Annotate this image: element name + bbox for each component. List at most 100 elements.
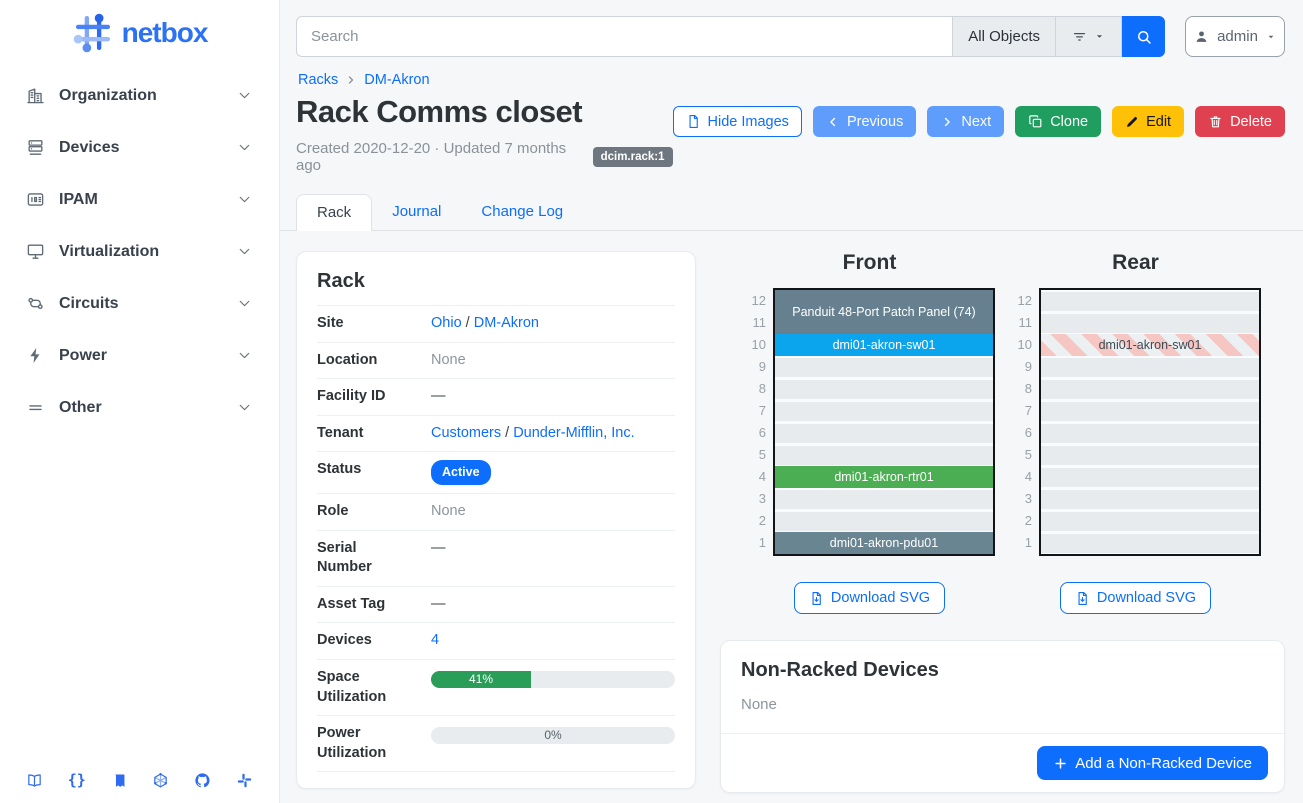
- docs-book-link[interactable]: [26, 772, 43, 789]
- next-button[interactable]: Next: [927, 106, 1005, 137]
- rack-empty-slot-target[interactable]: [1041, 401, 1259, 421]
- attr-row-power-utilization: Power Utilization 0%: [317, 715, 675, 773]
- attr-row-status: Status Active: [317, 451, 675, 493]
- sidebar-item-devices[interactable]: Devices: [22, 130, 257, 165]
- action-buttons: Hide Images Previous Next Clone Edit Del…: [672, 106, 1285, 137]
- attr-row-devices: Devices 4: [317, 622, 675, 659]
- rack-empty-slot-target[interactable]: [1041, 423, 1259, 443]
- rack-empty-slot-target[interactable]: [775, 423, 993, 443]
- search-submit-button[interactable]: [1122, 16, 1165, 57]
- site-region-link[interactable]: Ohio: [431, 315, 462, 331]
- slack-link[interactable]: [236, 772, 253, 789]
- sidebar-item-label: Devices: [59, 138, 120, 156]
- rack-empty-slot: [1041, 510, 1259, 532]
- rack-empty-slot-target[interactable]: [1041, 291, 1259, 311]
- unit-number: 9: [758, 359, 766, 374]
- sidebar-item-organization[interactable]: Organization: [22, 78, 257, 113]
- rack-empty-slot-target[interactable]: [1041, 511, 1259, 531]
- graphql-link[interactable]: [152, 772, 169, 789]
- chevron-left-icon: [830, 117, 836, 126]
- rack-empty-slot: [1041, 400, 1259, 422]
- created-updated-meta: Created 2020-12-20 · Updated 7 months ag…: [296, 140, 567, 174]
- rack-empty-slot-target[interactable]: [1041, 533, 1259, 553]
- search-filter-dropdown[interactable]: [1056, 16, 1122, 57]
- rack-empty-slot: [775, 378, 993, 400]
- sidebar-item-label: Circuits: [59, 294, 119, 312]
- pencil-icon: [1127, 116, 1138, 127]
- rack-device[interactable]: Panduit 48-Port Patch Panel (74): [775, 290, 993, 334]
- space-utilization-bar: 41%: [431, 670, 675, 688]
- sidebar-item-power[interactable]: Power: [22, 338, 257, 373]
- rack-empty-slot: [775, 422, 993, 444]
- sidebar-footer: {}: [0, 771, 279, 789]
- journal-link[interactable]: [111, 772, 128, 789]
- global-search: All Objects: [296, 16, 1165, 57]
- devices-count-link[interactable]: 4: [431, 632, 440, 649]
- netbox-logo[interactable]: netbox: [0, 0, 279, 78]
- chevron-right-icon: [945, 117, 951, 126]
- rack-device-ghost[interactable]: dmi01-akron-sw01: [1041, 334, 1259, 356]
- panel-title: Rack: [317, 270, 365, 292]
- rack-empty-slot-target[interactable]: [775, 401, 993, 421]
- rack-device[interactable]: dmi01-akron-pdu01: [775, 532, 993, 554]
- front-download-svg-button[interactable]: Download SVG: [793, 582, 946, 614]
- search-scope-button[interactable]: All Objects: [952, 16, 1056, 57]
- rack-device[interactable]: dmi01-akron-rtr01: [775, 466, 993, 488]
- rack-empty-slot-target[interactable]: [775, 445, 993, 465]
- hide-images-button[interactable]: Hide Images: [672, 106, 802, 137]
- docs-book-icon: [28, 773, 41, 787]
- tab-change-log[interactable]: Change Log: [481, 203, 564, 220]
- role-value: None: [431, 503, 466, 520]
- rack-elevations: Front 12 11 10 9 8 7 6 5 4 3 2 1 Panduit 48-Port Pa…: [720, 251, 1285, 614]
- rack-empty-slot-target[interactable]: [775, 357, 993, 377]
- tenant-link[interactable]: Dunder-Mifflin, Inc.: [513, 424, 635, 441]
- unit-number: 10: [1017, 337, 1032, 352]
- sidebar-item-ipam[interactable]: IPAM: [22, 182, 257, 217]
- sidebar-item-other[interactable]: Other: [22, 390, 257, 425]
- rack-empty-slot-target[interactable]: [775, 511, 993, 531]
- tab-journal[interactable]: Journal: [392, 203, 442, 220]
- rack-empty-slot-target[interactable]: [1041, 357, 1259, 377]
- rack-empty-slot-target[interactable]: [1041, 489, 1259, 509]
- search-icon: [1137, 30, 1151, 44]
- plus-icon: [1055, 757, 1066, 769]
- rear-unit-numbers: 12 11 10 9 8 7 6 5 4 3 2 1: [1010, 288, 1032, 556]
- github-link[interactable]: [194, 772, 211, 789]
- rack-empty-slot-target[interactable]: [1041, 445, 1259, 465]
- breadcrumb-racks-link[interactable]: Racks: [298, 72, 339, 88]
- sidebar-item-label: IPAM: [59, 190, 98, 208]
- rear-elevation-title: Rear: [1112, 251, 1159, 274]
- site-link[interactable]: DM-Akron: [473, 315, 539, 331]
- unit-number: 5: [1024, 447, 1032, 462]
- unit-number: 8: [758, 381, 766, 396]
- rack-empty-slot-target[interactable]: [775, 379, 993, 399]
- rack-empty-slot-target[interactable]: [1041, 379, 1259, 399]
- rack-empty-slot-target[interactable]: [1041, 313, 1259, 333]
- breadcrumb-site-link[interactable]: DM-Akron: [364, 72, 430, 88]
- delete-button[interactable]: Delete: [1195, 106, 1285, 137]
- panel-title: Non-Racked Devices: [741, 659, 939, 681]
- previous-button[interactable]: Previous: [812, 106, 917, 137]
- add-non-racked-device-button[interactable]: Add a Non-Racked Device: [1037, 746, 1268, 780]
- power-utilization-value: 0%: [544, 728, 562, 743]
- search-input[interactable]: [296, 16, 953, 57]
- attr-row-serial-number: Serial Number —: [317, 529, 675, 586]
- rack-empty-slot: [1041, 312, 1259, 334]
- code-braces-link[interactable]: {}: [68, 771, 86, 789]
- caret-down-icon: [1268, 35, 1274, 38]
- rack-device[interactable]: dmi01-akron-sw01: [775, 334, 993, 356]
- unit-number: 5: [758, 447, 766, 462]
- sidebar: netbox Organization Devices IPAM Virtualiza…: [0, 0, 280, 803]
- clone-button[interactable]: Clone: [1015, 106, 1102, 137]
- sidebar-item-virtualization[interactable]: Virtualization: [22, 234, 257, 269]
- rack-empty-slot-target[interactable]: [1041, 467, 1259, 487]
- tab-rack[interactable]: Rack: [296, 194, 373, 231]
- unit-number: 11: [1018, 315, 1033, 330]
- tenant-group-link[interactable]: Customers: [431, 424, 502, 441]
- rack-empty-slot-target[interactable]: [775, 489, 993, 509]
- rear-download-svg-button[interactable]: Download SVG: [1059, 582, 1212, 614]
- sidebar-item-circuits[interactable]: Circuits: [22, 286, 257, 321]
- edit-button[interactable]: Edit: [1112, 106, 1185, 137]
- caret-down-icon: [1096, 35, 1103, 38]
- user-menu-button[interactable]: admin: [1185, 16, 1285, 57]
